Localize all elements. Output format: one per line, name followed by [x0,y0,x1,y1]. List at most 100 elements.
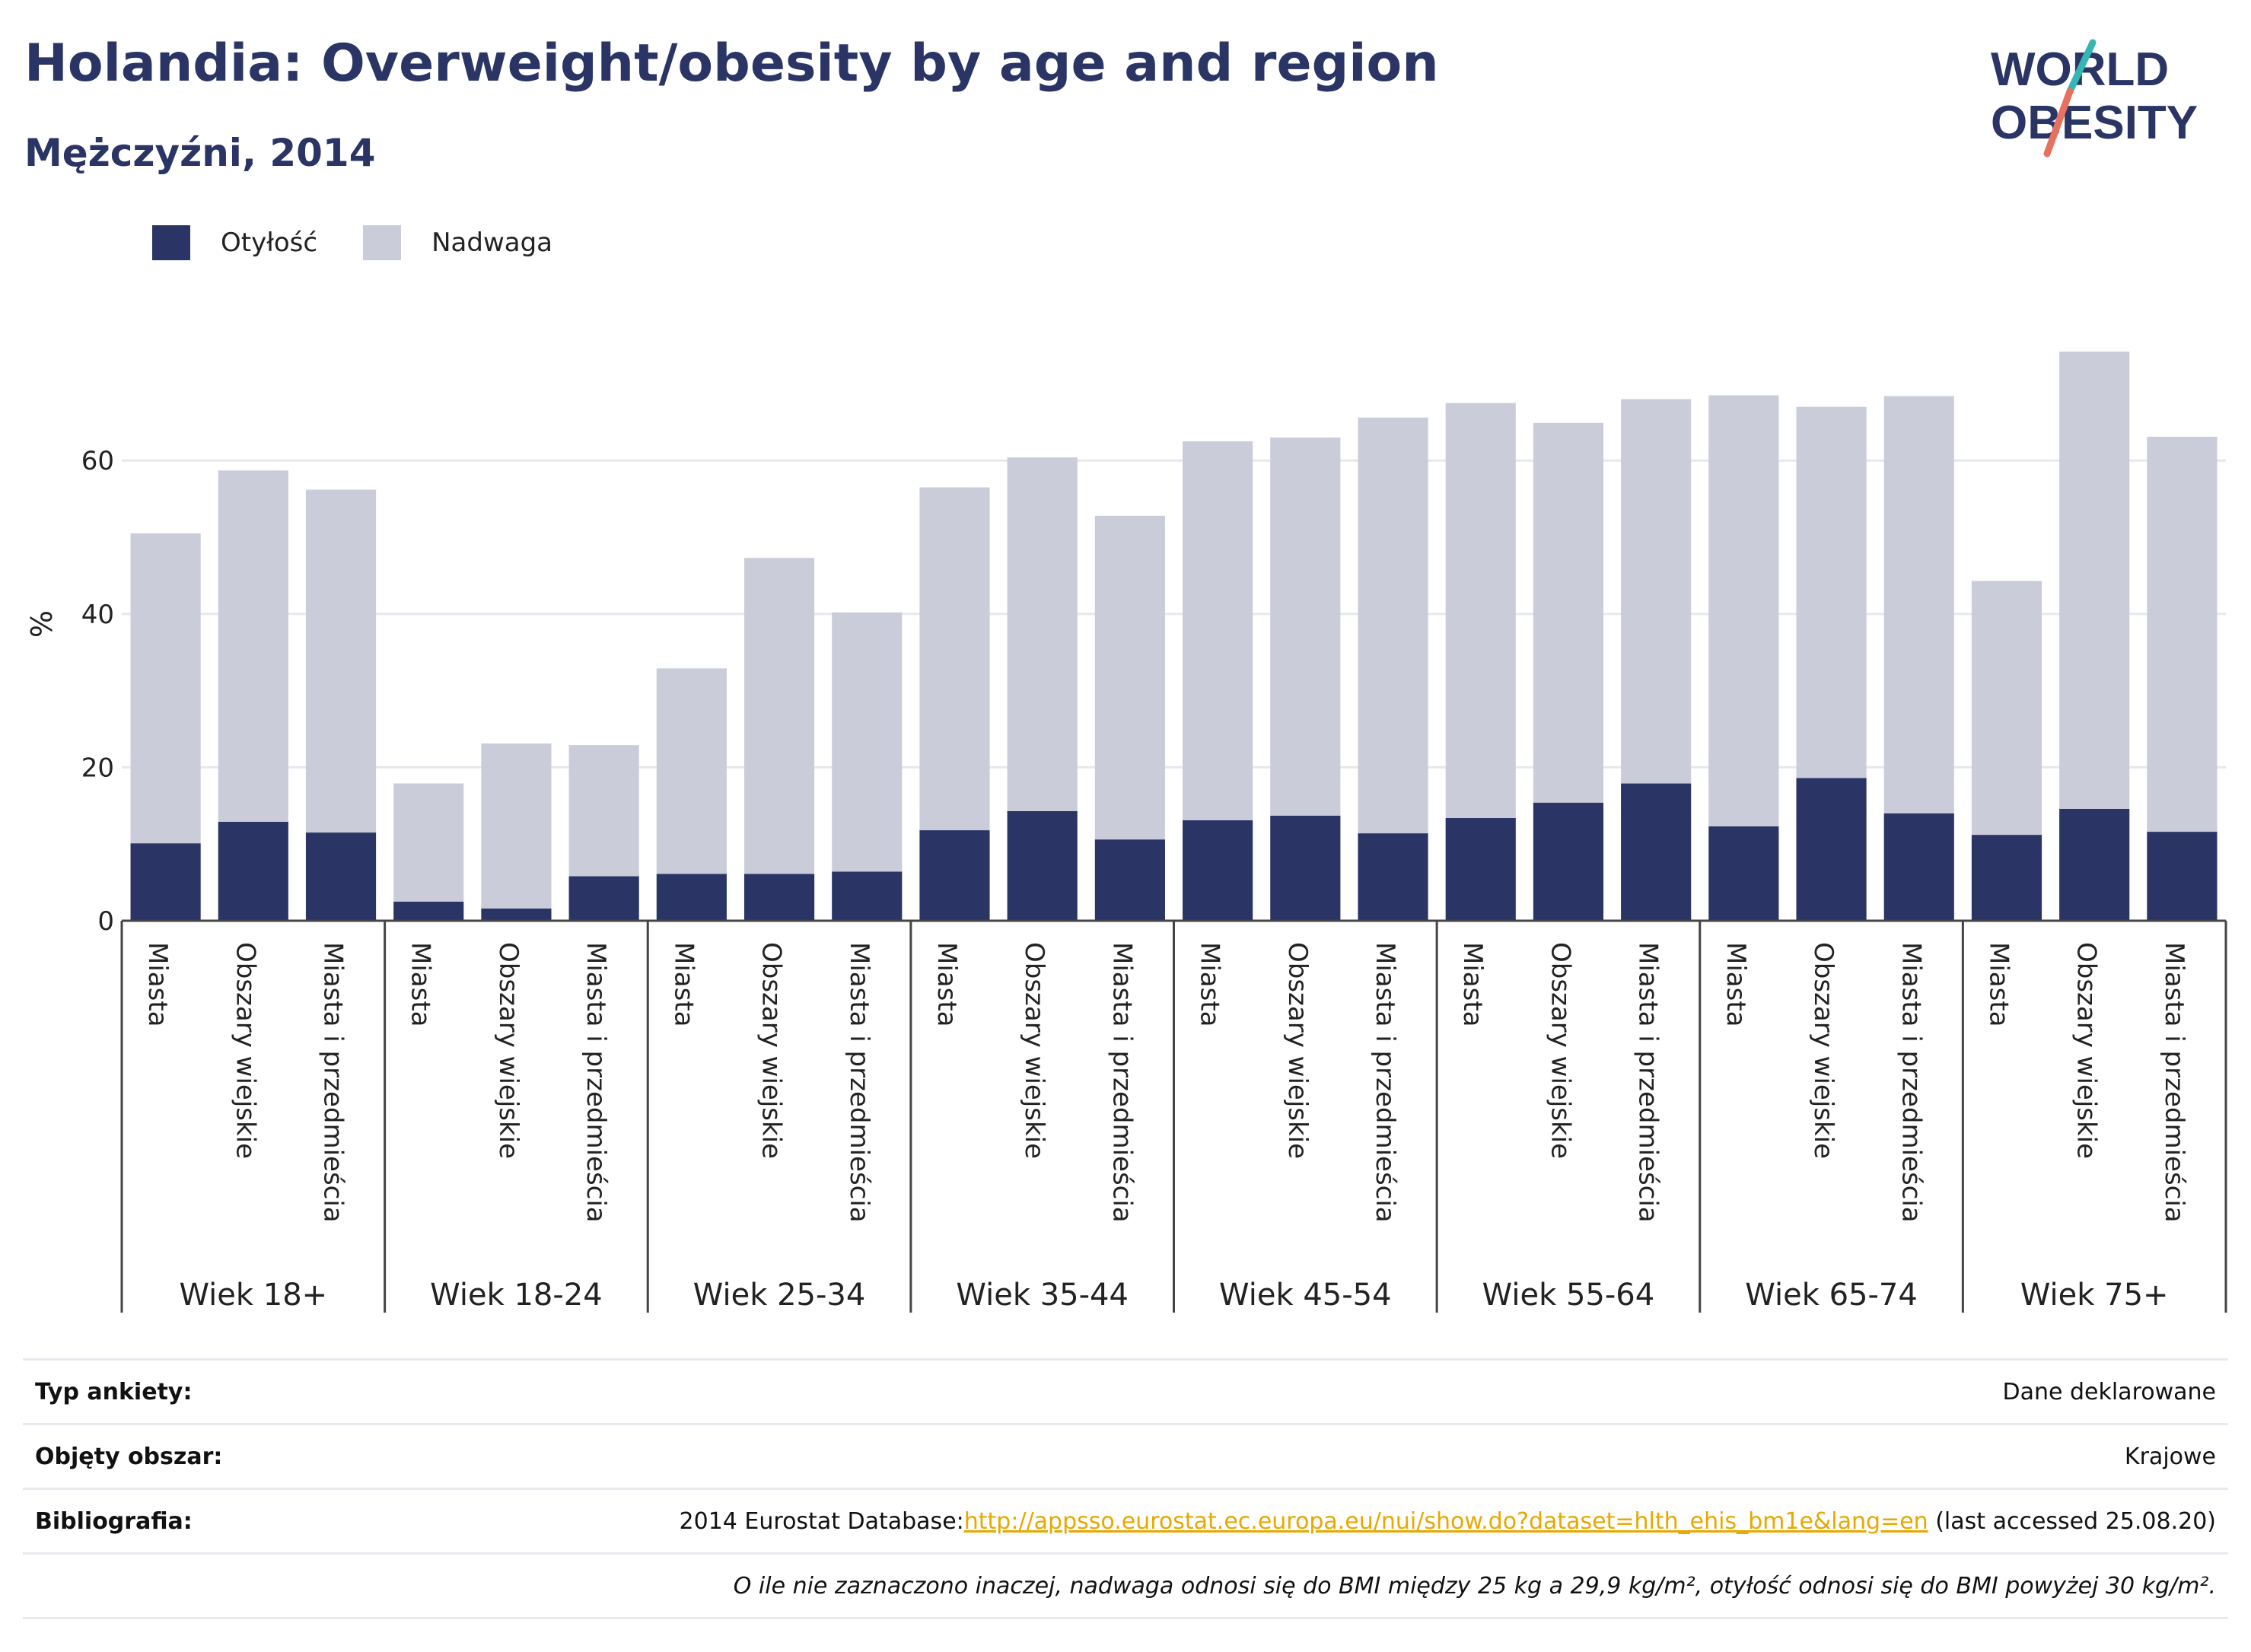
group-label: Wiek 45-54 [1219,1278,1392,1313]
bar-obesity [1533,802,1604,921]
chart-title: Holandia: Overweight/obesity by age and … [24,33,1439,94]
bar-overweight [393,783,464,902]
x-tick-label: Miasta i przedmieścia [1106,942,1137,1223]
x-tick-label: Miasta [1721,942,1751,1027]
logo-slash-coral [2043,88,2074,158]
x-tick-label: Obszary wiejskie [2071,942,2102,1159]
survey-type-value: Dane deklarowane [2002,1378,2216,1405]
bar-obesity [1445,817,1516,921]
x-tick-label: Miasta [142,942,173,1027]
chart-subtitle: Mężczyźni, 2014 [24,131,376,175]
x-tick-label: Miasta [931,942,962,1027]
coverage-value: Krajowe [2124,1443,2216,1470]
bar-obesity [1796,778,1867,921]
bar-obesity [1883,813,1954,921]
bar-obesity [1971,835,2042,921]
bar-overweight [1270,437,1341,816]
bar-obesity [2059,808,2130,921]
bar-obesity [1621,783,1692,921]
bar-overweight [2059,352,2130,809]
bar-overweight [1183,441,1253,820]
x-tick-label: Miasta [1195,942,1225,1027]
bar-obesity [1270,815,1341,921]
bar-obesity [743,874,815,921]
bar-overweight [130,533,201,844]
world-obesity-logo: WORLD OBESITY [1991,39,2198,158]
x-tick-label: Obszary wiejskie [756,942,787,1159]
bibliography-value: 2014 Eurostat Database:http://appsso.eur… [680,1508,2216,1535]
legend-label-overweight: Nadwaga [431,228,553,258]
bar-obesity [481,908,552,921]
bar-overweight [1708,395,1779,827]
bibliography-link[interactable]: http://appsso.eurostat.ec.europa.eu/nui/… [963,1507,1928,1535]
bibliography-label: Bibliografia: [35,1507,193,1535]
survey-type-label: Typ ankiety: [35,1378,193,1405]
bar-obesity [2147,832,2218,921]
bar-overweight [1358,417,1428,834]
x-tick-label: Miasta i przedmieścia [2159,942,2189,1223]
y-axis-label: % [25,610,59,638]
x-tick-label: Miasta [1983,942,2014,1027]
meta-row-survey-type: Typ ankiety: Dane deklarowane [23,1358,2228,1423]
group-label: Wiek 25-34 [693,1278,866,1313]
bar-overweight [481,743,552,909]
x-tick-label: Obszary wiejskie [1019,942,1049,1159]
bar-overweight [305,489,377,833]
legend-item-obesity: Otyłość [152,225,317,260]
x-tick-label: Miasta i przedmieścia [1370,942,1400,1223]
bar-overweight [2147,436,2218,832]
bar-overweight [568,745,639,877]
x-tick-label: Miasta [668,942,699,1027]
x-tick-label: Obszary wiejskie [493,942,524,1159]
stacked-bar-chart: 0 20 40 60% Miasta Obszary wiejskie Miasta i p… [25,352,2227,1313]
bar-overweight [919,487,990,831]
bar-obesity [1007,810,1078,921]
group-label: Wiek 65-74 [1745,1278,1918,1313]
bar-overweight [1796,406,1867,778]
legend-item-overweight: Nadwaga [363,225,552,260]
x-tick-label: Obszary wiejskie [1808,942,1839,1159]
logo-line-2: OBESITY [1991,97,2198,149]
bibliography-prefix: 2014 Eurostat Database: [679,1507,964,1535]
legend-swatch-overweight [363,225,402,260]
bar-obesity [130,843,201,921]
group-label: Wiek 55-64 [1482,1278,1655,1313]
meta-row-note: O ile nie zaznaczono inaczej, nadwaga od… [23,1552,2228,1619]
bar-overweight [1621,399,1692,784]
bar-overweight [832,612,903,872]
y-tick-label: 20 [81,753,114,783]
bar-obesity [656,874,727,921]
bar-obesity [218,821,288,921]
bar-overweight [218,470,288,822]
bar-obesity [919,830,990,921]
bar-obesity [305,832,377,921]
chart-legend: Otyłość Nadwaga [152,225,598,260]
bar-overweight [743,558,815,874]
bar-overweight [1094,515,1165,840]
bar-overweight [1445,403,1516,818]
x-tick-label: Miasta i przedmieścia [1633,942,1664,1223]
meta-row-coverage: Objęty obszar: Krajowe [23,1423,2228,1488]
bar-obesity [1708,826,1779,921]
bar-obesity [568,876,639,921]
legend-label-obesity: Otyłość [221,228,318,258]
y-tick-label: 40 [81,600,114,630]
metadata-table: Typ ankiety: Dane deklarowane Objęty obs… [23,1358,2228,1619]
x-tick-label: Miasta i przedmieścia [318,942,349,1223]
bar-overweight [1883,396,1954,813]
bar-obesity [1358,833,1428,921]
bar-overweight [1007,457,1078,811]
x-tick-label: Miasta [1457,942,1488,1027]
bar-obesity [393,901,464,921]
x-tick-label: Miasta i przedmieścia [1896,942,1926,1223]
legend-swatch-obesity [152,225,190,260]
x-tick-label: Obszary wiejskie [1282,942,1313,1159]
bar-overweight [1533,422,1604,803]
x-tick-label: Obszary wiejskie [1545,942,1575,1159]
definition-note: O ile nie zaznaczono inaczej, nadwaga od… [733,1572,2216,1599]
x-tick-label: Miasta [406,942,436,1027]
bar-obesity [1094,839,1165,921]
meta-row-bibliography: Bibliografia: 2014 Eurostat Database:htt… [23,1488,2228,1552]
x-tick-label: Miasta i przedmieścia [844,942,874,1223]
group-label: Wiek 18+ [179,1278,327,1313]
